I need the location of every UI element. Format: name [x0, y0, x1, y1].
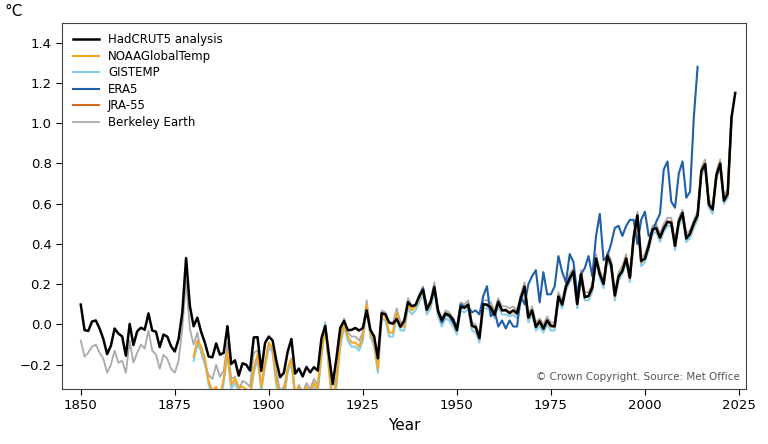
Berkeley Earth: [328, 398, 337, 404]
Berkeley Earth: [508, 304, 518, 309]
Berkeley Earth: [430, 280, 439, 285]
GISTEMP: [577, 276, 586, 281]
JRA-55: [482, 302, 492, 307]
GISTEMP: [633, 217, 642, 222]
HadCRUT5 analysis: [129, 342, 138, 348]
ERA5: [641, 209, 650, 214]
Line: Berkeley Earth: Berkeley Earth: [81, 115, 731, 401]
ERA5: [667, 199, 676, 204]
JRA-55: [546, 324, 555, 329]
HadCRUT5 analysis: [633, 213, 642, 218]
NOAAGlobalTemp: [577, 271, 586, 277]
GISTEMP: [227, 386, 236, 392]
HadCRUT5 analysis: [328, 381, 337, 387]
GISTEMP: [625, 280, 634, 285]
JRA-55: [712, 173, 721, 178]
Berkeley Earth: [84, 350, 93, 355]
Line: HadCRUT5 analysis: HadCRUT5 analysis: [81, 93, 735, 384]
ERA5: [452, 326, 462, 331]
JRA-55: [539, 326, 548, 331]
ERA5: [629, 217, 638, 222]
Berkeley Earth: [727, 112, 736, 118]
Line: JRA-55: JRA-55: [487, 119, 731, 329]
NOAAGlobalTemp: [189, 354, 198, 359]
HadCRUT5 analysis: [264, 334, 273, 339]
ERA5: [415, 293, 424, 299]
JRA-55: [678, 211, 687, 216]
ERA5: [437, 320, 446, 325]
JRA-55: [591, 255, 601, 261]
ERA5: [693, 64, 702, 69]
GISTEMP: [268, 350, 277, 355]
NOAAGlobalTemp: [268, 346, 277, 351]
GISTEMP: [727, 120, 736, 126]
Berkeley Earth: [144, 328, 153, 333]
NOAAGlobalTemp: [328, 404, 337, 410]
Berkeley Earth: [561, 280, 571, 285]
NOAAGlobalTemp: [633, 213, 642, 218]
Line: NOAAGlobalTemp: NOAAGlobalTemp: [194, 119, 731, 407]
ERA5: [648, 229, 657, 234]
JRA-55: [727, 116, 736, 122]
NOAAGlobalTemp: [727, 116, 736, 122]
HadCRUT5 analysis: [76, 302, 85, 307]
NOAAGlobalTemp: [358, 334, 367, 339]
NOAAGlobalTemp: [227, 382, 236, 388]
Text: © Crown Copyright. Source: Met Office: © Crown Copyright. Source: Met Office: [536, 372, 740, 381]
HadCRUT5 analysis: [730, 90, 740, 95]
HadCRUT5 analysis: [508, 308, 518, 313]
GISTEMP: [189, 358, 198, 363]
Legend: HadCRUT5 analysis, NOAAGlobalTemp, GISTEMP, ERA5, JRA-55, Berkeley Earth: HadCRUT5 analysis, NOAAGlobalTemp, GISTE…: [68, 28, 227, 134]
NOAAGlobalTemp: [625, 276, 634, 281]
JRA-55: [502, 308, 511, 313]
Berkeley Earth: [102, 370, 111, 376]
GISTEMP: [358, 338, 367, 343]
Line: ERA5: ERA5: [419, 67, 697, 329]
HadCRUT5 analysis: [565, 276, 574, 281]
X-axis label: Year: Year: [388, 418, 420, 433]
Y-axis label: °C: °C: [5, 4, 23, 19]
Berkeley Earth: [76, 338, 85, 343]
HadCRUT5 analysis: [306, 370, 315, 375]
Line: GISTEMP: GISTEMP: [194, 123, 731, 411]
GISTEMP: [328, 408, 337, 414]
ERA5: [637, 217, 646, 222]
JRA-55: [561, 284, 571, 289]
